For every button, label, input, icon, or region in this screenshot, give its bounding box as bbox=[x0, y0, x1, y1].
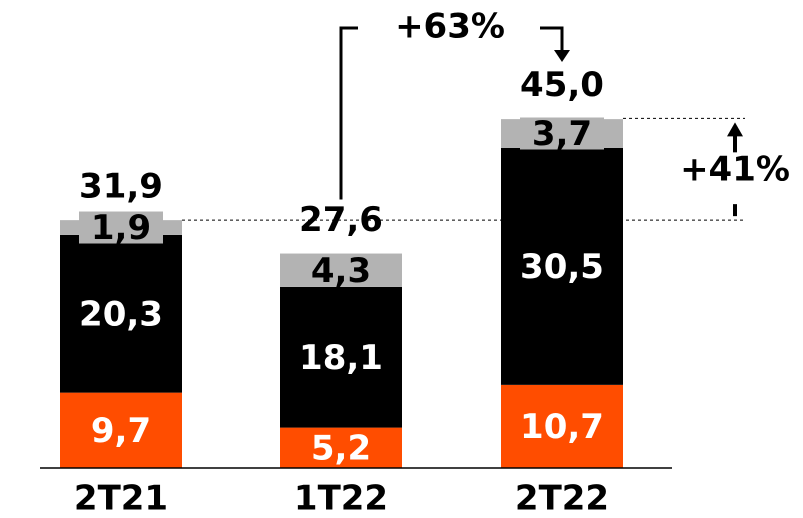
bar-segment bbox=[280, 286, 402, 428]
arrow-head bbox=[727, 122, 743, 137]
segment-label: 20,3 bbox=[79, 294, 163, 334]
bar-segment bbox=[280, 427, 402, 468]
arrow-head bbox=[554, 50, 570, 62]
annotation: +41% bbox=[680, 150, 790, 190]
segment-label: 9,7 bbox=[91, 411, 151, 451]
total-label: 31,9 bbox=[79, 167, 163, 207]
segment-label: 5,2 bbox=[311, 428, 371, 468]
label-box bbox=[299, 254, 383, 287]
segment-label: 4,3 bbox=[311, 251, 371, 291]
bar-segment bbox=[60, 392, 182, 468]
total-label: 45,0 bbox=[520, 65, 604, 105]
bar-segment bbox=[60, 234, 182, 393]
segment-label: 1,9 bbox=[91, 208, 151, 248]
annotation: +63% bbox=[395, 7, 505, 47]
segment-label: 10,7 bbox=[520, 407, 604, 447]
segment-label: 3,7 bbox=[532, 114, 592, 154]
x-tick-label: 1T22 bbox=[294, 479, 388, 518]
segment-label: 18,1 bbox=[299, 338, 383, 378]
bracket bbox=[540, 26, 564, 52]
bar-segment bbox=[501, 384, 623, 468]
bar-segment bbox=[501, 147, 623, 385]
label-box bbox=[520, 117, 604, 150]
bracket bbox=[339, 26, 358, 200]
label-box bbox=[79, 211, 163, 244]
x-tick-label: 2T22 bbox=[515, 479, 609, 518]
segment-label: 30,5 bbox=[520, 247, 604, 287]
x-tick-label: 2T21 bbox=[74, 479, 168, 518]
